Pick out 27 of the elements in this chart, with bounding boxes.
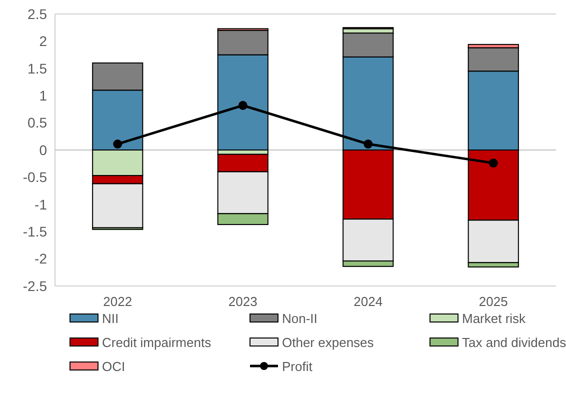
- point: [238, 100, 248, 110]
- point: [113, 140, 122, 149]
- y-tick-label: 1: [39, 88, 48, 104]
- y-tick-label: -2.5: [22, 278, 48, 294]
- x-tick-label: 2023: [228, 294, 258, 309]
- x-tick-label: 2024: [354, 294, 383, 309]
- y-tick-label: 0.5: [28, 114, 48, 131]
- y-tick-label: -0.5: [22, 169, 48, 186]
- legend-label: NII: [102, 311, 119, 326]
- y-tick-label: -2: [34, 250, 48, 267]
- y-tick-label: 0: [39, 142, 48, 158]
- x-tick-label: 2022: [103, 294, 132, 309]
- x-tick-label: 2025: [478, 294, 508, 309]
- y-tick-label: -1.5: [22, 224, 48, 240]
- legend-label: OCI: [102, 359, 126, 374]
- y-tick-label: 2: [39, 33, 48, 50]
- legend-label: Non-II: [282, 311, 318, 326]
- point: [488, 158, 498, 168]
- legend-label: Credit impairments: [102, 335, 212, 350]
- legend-label: Tax and dividends: [462, 335, 566, 350]
- legend-label: Profit: [282, 359, 313, 374]
- legend-label: Market risk: [462, 311, 526, 326]
- legend-label: Other expenses: [282, 335, 374, 350]
- y-tick-label: -1: [34, 196, 48, 212]
- y-tick-label: 1.5: [28, 60, 48, 76]
- point: [364, 140, 373, 149]
- y-tick-label: 2.5: [28, 6, 48, 22]
